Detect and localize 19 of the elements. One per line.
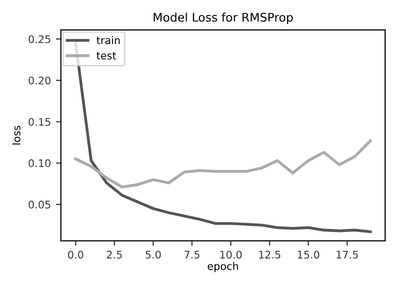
y-tick-label: 0.10: [28, 159, 50, 168]
y-axis-title: loss: [12, 126, 20, 144]
x-tick-label: 15.0: [298, 250, 320, 259]
chart-title: Model Loss for RMSProp: [154, 12, 293, 24]
x-tick-label: 0.0: [68, 250, 84, 259]
x-tick-label: 10.0: [220, 250, 242, 259]
y-tick-label: 0.20: [28, 76, 50, 84]
x-tick-label: 12.5: [259, 250, 280, 259]
y-tick-label: 0.25: [28, 35, 50, 44]
legend-label: train: [96, 36, 120, 44]
legend-label: test: [96, 52, 116, 60]
x-tick-label: 2.5: [106, 250, 122, 259]
x-axis-title: epoch: [208, 262, 238, 272]
x-tick-label: 5.0: [146, 250, 161, 259]
x-tick-label: 17.5: [336, 250, 358, 259]
y-tick-label: 0.05: [28, 200, 50, 209]
x-tick-label: 7.5: [184, 250, 200, 259]
y-tick-label: 0.15: [28, 118, 50, 126]
line-series: [74, 139, 372, 188]
